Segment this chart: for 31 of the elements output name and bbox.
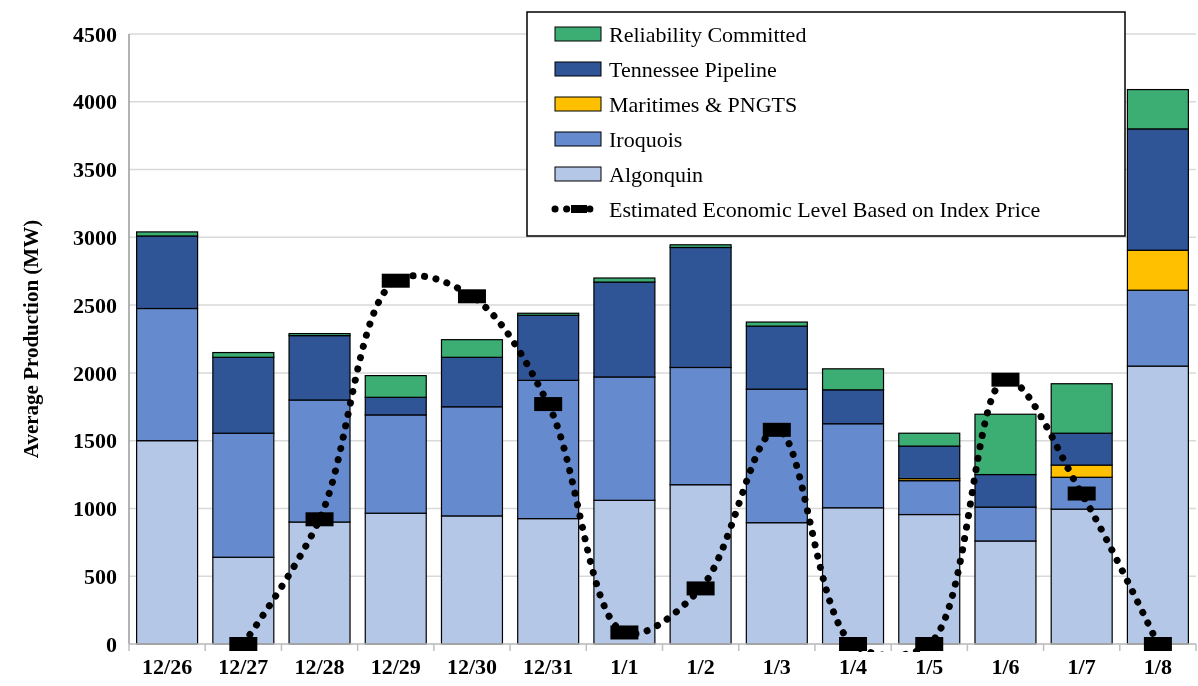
y-tick-label: 2000 (73, 360, 117, 386)
x-tick-label: 1/8 (1143, 654, 1172, 679)
x-tick-label: 12/28 (294, 654, 345, 679)
y-tick-label: 4500 (73, 21, 117, 47)
y-tick-label: 0 (106, 631, 117, 657)
x-tick-label: 1/6 (991, 654, 1020, 679)
legend-label: Algonquin (609, 161, 704, 187)
x-tick-label: 1/4 (838, 654, 868, 679)
x-tick-label: 1/5 (915, 654, 944, 679)
x-tick-label: 12/26 (142, 654, 193, 679)
y-tick-label: 500 (84, 563, 117, 589)
legend-label: Iroquois (609, 126, 683, 152)
legend-label: Maritimes & PNGTS (609, 91, 798, 117)
x-tick-label: 1/1 (610, 654, 639, 679)
legend-label: Estimated Economic Level Based on Index Price (609, 196, 1041, 222)
y-tick-label: 1500 (73, 428, 117, 454)
x-tick-label: 1/7 (1067, 654, 1096, 679)
y-axis-title: Average Production (MW) (19, 219, 43, 459)
y-tick-label: 3500 (73, 157, 117, 183)
x-tick-label: 12/29 (370, 654, 421, 679)
y-tick-label: 3000 (73, 225, 117, 251)
y-tick-label: 2500 (73, 292, 117, 318)
x-tick-label: 1/2 (686, 654, 715, 679)
legend-label: Reliability Committed (609, 21, 807, 47)
y-tick-label: 1000 (73, 496, 117, 522)
x-tick-label: 12/27 (218, 654, 269, 679)
x-tick-label: 1/3 (762, 654, 791, 679)
x-tick-label: 12/30 (446, 654, 498, 679)
y-tick-label: 4000 (73, 89, 117, 115)
x-tick-label: 12/31 (523, 654, 574, 679)
legend-label: Tennessee Pipeline (609, 56, 777, 82)
